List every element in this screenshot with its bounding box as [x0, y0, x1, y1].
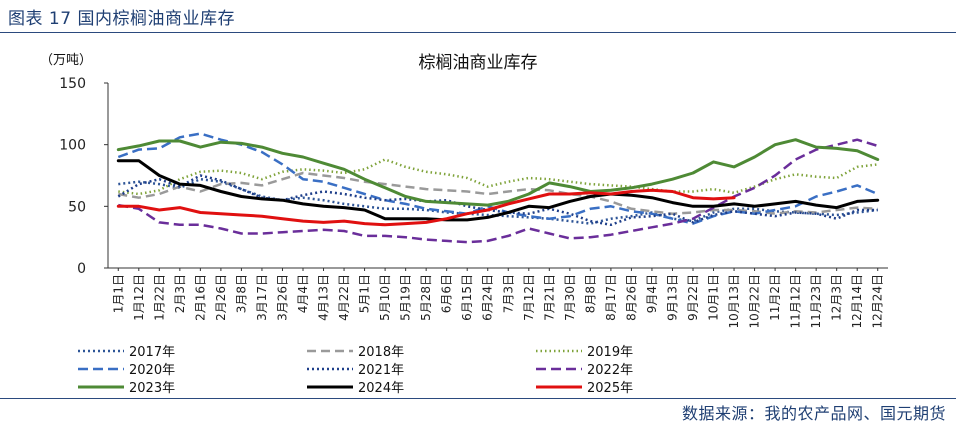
legend-label-2018年: 2018年	[358, 345, 404, 360]
y-tick-label: 50	[68, 199, 86, 215]
x-tick-label: 6月15日	[460, 274, 474, 321]
series-line-2022年	[118, 138, 879, 244]
chart-axes: 0 50 100 150 1月1日 1月12日 1月22日 2月3日 2月16日 2月26日 3月8…	[59, 76, 888, 329]
series-line-2024年	[116, 159, 880, 222]
x-tick-label: 9月13日	[665, 274, 679, 321]
x-tick-label: 6月24日	[481, 274, 495, 321]
series-line-2017年	[118, 177, 878, 225]
x-tick-label: 10月22日	[748, 274, 762, 329]
x-tick-label: 5月10日	[378, 274, 392, 321]
figure-caption: 图表 17 国内棕榈油商业库存	[8, 9, 235, 29]
y-tick-label: 0	[77, 261, 86, 277]
legend-label-2024年: 2024年	[358, 381, 404, 396]
x-tick-label: 7月12日	[522, 274, 536, 321]
x-tick-label: 7月30日	[563, 274, 577, 321]
x-tick-label: 8月26日	[624, 274, 638, 321]
chart-series	[116, 132, 880, 244]
legend-label-2017年: 2017年	[129, 345, 175, 360]
x-tick-label: 5月28日	[419, 274, 433, 321]
series-line-2018年	[118, 171, 878, 215]
x-tick-label: 3月8日	[234, 274, 248, 313]
legend-label-2019年: 2019年	[587, 345, 633, 360]
legend-label-2021年: 2021年	[358, 363, 404, 378]
series-line-2019年	[118, 158, 878, 196]
x-tick-label: 4月13日	[317, 274, 331, 321]
x-tick-label: 10月1日	[707, 274, 721, 321]
x-tick-label: 12月14日	[850, 274, 864, 329]
series-line-2025年	[116, 188, 736, 227]
chart-title: 棕榈油商业库存	[419, 53, 538, 73]
chart-legend: 2017年 2018年 2019年 2020年 2021年 2022年 2023年 2024年…	[78, 345, 633, 396]
x-tick-label: 11月2日	[768, 274, 782, 321]
chart-svg: 棕榈油商业库存 （万吨） 0 50 100 150 1月1日 1月12日 1月22日 2月3日…	[40, 53, 888, 396]
x-tick-label: 9月22日	[686, 274, 700, 321]
source-note: 数据来源：我的农产品网、国元期货	[681, 404, 946, 423]
legend-label-2022年: 2022年	[587, 363, 633, 378]
source-rule	[0, 398, 956, 399]
x-tick-label: 11月23日	[809, 274, 823, 329]
series-line-2023年	[116, 138, 880, 207]
x-tick-label: 2月16日	[193, 274, 207, 321]
x-tick-label: 12月24日	[871, 274, 885, 329]
x-tick-label: 5月1日	[358, 274, 372, 313]
x-tick-label: 5月19日	[399, 274, 413, 321]
x-tick-label: 8月8日	[583, 274, 597, 313]
x-tick-label: 1月1日	[111, 274, 125, 313]
x-tick-label: 6月6日	[440, 274, 454, 313]
x-tick-label: 10月13日	[727, 274, 741, 329]
x-tick-label: 8月17日	[604, 274, 618, 321]
x-tick-label: 7月21日	[542, 274, 556, 321]
legend-label-2025年: 2025年	[587, 381, 633, 396]
x-tick-label: 2月3日	[173, 274, 187, 313]
x-tick-label: 1月22日	[152, 274, 166, 321]
caption-rule	[0, 32, 956, 33]
series-line-2021年	[117, 174, 878, 227]
x-tick-label: 12月3日	[830, 274, 844, 321]
x-tick-label: 3月17日	[255, 274, 269, 321]
x-tick-label: 11月12日	[789, 274, 803, 329]
x-tick-label: 4月4日	[296, 274, 310, 313]
legend-label-2020年: 2020年	[129, 363, 175, 378]
x-tick-label: 1月12日	[132, 274, 146, 321]
y-tick-label: 100	[59, 138, 86, 154]
x-tick-label: 7月3日	[501, 274, 515, 313]
x-tick-label: 4月22日	[337, 274, 351, 321]
x-tick-label: 9月4日	[645, 274, 659, 313]
y-tick-label: 150	[59, 76, 86, 92]
x-tick-label: 2月26日	[214, 274, 228, 321]
y-axis-unit: （万吨）	[40, 53, 92, 68]
legend-label-2023年: 2023年	[129, 381, 175, 396]
x-tick-label: 3月26日	[275, 274, 289, 321]
